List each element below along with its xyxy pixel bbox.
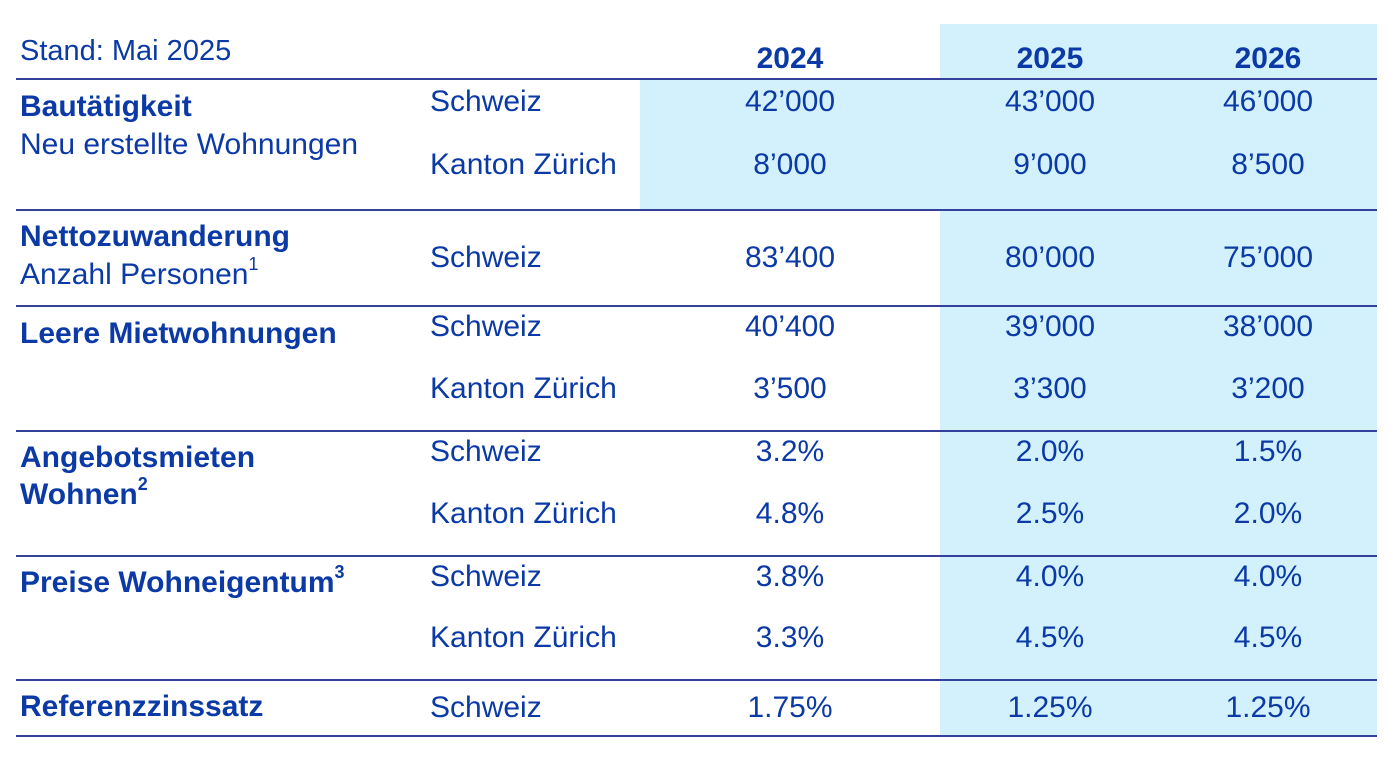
value-cell: 40’400 (744, 310, 836, 343)
value-cell: 2.0% (1233, 497, 1303, 530)
value-cell: 3’500 (753, 372, 827, 405)
section-title-line2: Wohnen2 (20, 474, 148, 511)
region-label: Schweiz (430, 560, 542, 593)
value-cell: 2.0% (1015, 435, 1085, 468)
year-header-2025: 2025 (1016, 42, 1084, 75)
divider (16, 679, 1377, 681)
value-cell: 4.0% (1233, 560, 1303, 593)
section-subtitle: Neu erstellte Wohnungen (20, 128, 358, 161)
value-cell: 80’000 (1004, 241, 1096, 274)
value-cell: 3’300 (1013, 372, 1087, 405)
year-header-2026: 2026 (1234, 42, 1302, 75)
divider (16, 209, 1377, 211)
divider (16, 735, 1377, 737)
value-cell: 75’000 (1222, 241, 1314, 274)
region-label: Schweiz (430, 691, 542, 724)
section-title: Referenzzinssatz (20, 690, 264, 723)
section-subtitle: Anzahl Personen1 (20, 254, 259, 291)
value-cell: 83’400 (744, 241, 836, 274)
region-label: Schweiz (430, 85, 542, 118)
section-title: Nettozuwanderung (20, 220, 290, 253)
value-cell: 38’000 (1222, 310, 1314, 343)
value-cell: 1.5% (1233, 435, 1303, 468)
value-cell: 43’000 (1004, 85, 1096, 118)
section-title: Bautätigkeit (20, 90, 192, 123)
value-cell: 4.8% (755, 497, 825, 530)
footnote-marker: 2 (137, 474, 148, 495)
footnote-marker: 1 (248, 254, 259, 275)
value-cell: 9’000 (1013, 148, 1087, 181)
value-cell: 8’500 (1231, 148, 1305, 181)
value-cell: 4.0% (1015, 560, 1085, 593)
divider (16, 305, 1377, 307)
value-cell: 8’000 (753, 148, 827, 181)
value-cell: 46’000 (1222, 85, 1314, 118)
region-label: Schweiz (430, 241, 542, 274)
region-label: Schweiz (430, 435, 542, 468)
year-header-2024: 2024 (756, 42, 824, 75)
highlight-2025-2026-columns (940, 24, 1377, 736)
highlight-bautaetigkeit-2024 (640, 79, 940, 209)
value-cell: 3.2% (755, 435, 825, 468)
value-cell: 4.5% (1233, 621, 1303, 654)
value-cell: 1.75% (747, 691, 833, 724)
section-title: Angebotsmieten (20, 441, 256, 474)
region-label: Kanton Zürich (430, 621, 617, 654)
value-cell: 42’000 (744, 85, 836, 118)
region-label: Kanton Zürich (430, 148, 617, 181)
region-label: Kanton Zürich (430, 372, 617, 405)
stand-label: Stand: Mai 2025 (20, 35, 232, 67)
section-title: Preise Wohneigentum3 (20, 562, 345, 599)
region-label: Schweiz (430, 310, 542, 343)
region-label: Kanton Zürich (430, 497, 617, 530)
footnote-marker: 3 (334, 562, 345, 583)
divider (16, 555, 1377, 557)
value-cell: 1.25% (1007, 691, 1093, 724)
value-cell: 4.5% (1015, 621, 1085, 654)
value-cell: 1.25% (1225, 691, 1311, 724)
value-cell: 39’000 (1004, 310, 1096, 343)
divider (16, 78, 1377, 80)
value-cell: 3.3% (755, 621, 825, 654)
value-cell: 3’200 (1231, 372, 1305, 405)
value-cell: 3.8% (755, 560, 825, 593)
value-cell: 2.5% (1015, 497, 1085, 530)
divider (16, 430, 1377, 432)
section-title: Leere Mietwohnungen (20, 317, 337, 350)
